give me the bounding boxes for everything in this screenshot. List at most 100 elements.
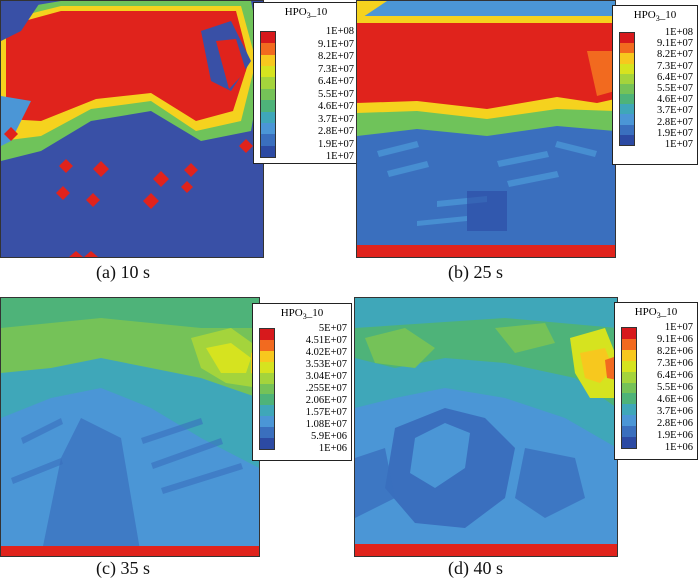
- legend-tick-label: 6.4E+07: [657, 71, 693, 83]
- legend-tick-label: 4.51E+07: [305, 335, 347, 346]
- legend-tick-label: 5.5E+07: [657, 83, 693, 94]
- legend-tick-label: 5E+07: [318, 323, 347, 334]
- color-ramp-segment: [622, 360, 636, 372]
- color-ramp-segment: [620, 33, 634, 44]
- color-ramp-segment: [620, 63, 634, 74]
- legend-tick-label: 2.06E+07: [305, 395, 347, 406]
- legend-tick-label: 7.3E+07: [657, 60, 693, 72]
- legend-tick-label: 1E+08: [325, 26, 354, 37]
- contour-field-c: [1, 298, 259, 556]
- legend-tick-label: 3.7E+07: [318, 113, 354, 125]
- legend-tick-label: 3.53E+07: [305, 359, 347, 370]
- color-ramp-segment: [261, 54, 275, 67]
- legend-title-d: HPO3_10: [634, 306, 678, 321]
- legend-tick-label: 5.5E+07: [318, 88, 354, 100]
- contour-plot-c: [0, 297, 260, 557]
- color-ramp-b: [619, 32, 635, 146]
- legend-tick-label: 1E+06: [664, 442, 693, 453]
- color-ramp-segment: [261, 100, 275, 112]
- legend-tick-label: 4.02E+07: [305, 347, 347, 358]
- contour-field-a: [1, 1, 263, 257]
- color-ramp-segment: [260, 339, 274, 351]
- legend-tick-label: 9.1E+06: [657, 334, 693, 345]
- legend-tick-label: 2.8E+06: [657, 418, 693, 429]
- caption-b: (b) 25 s: [448, 262, 503, 282]
- caption-a: (a) 10 s: [96, 262, 150, 282]
- contour-plot-d: [354, 297, 618, 557]
- legend-tick-label: 9.1E+07: [318, 38, 354, 50]
- color-ramp-d: [621, 327, 637, 449]
- legend-title-c: HPO3_10: [280, 307, 324, 322]
- color-ramp-segment: [620, 43, 634, 54]
- legend-tick-label: 2.8E+07: [318, 126, 354, 137]
- color-ramp-segment: [622, 349, 636, 361]
- legend-tick-label: 1.57E+07: [305, 407, 347, 418]
- color-ramp-segment: [261, 111, 275, 123]
- color-ramp-segment: [260, 350, 274, 362]
- color-ramp-segment: [261, 77, 275, 89]
- legend-tick-label: 1.9E+07: [657, 127, 693, 139]
- contour-plot-b: [356, 0, 616, 258]
- legend-tick-label: 1E+06: [318, 443, 347, 454]
- legend-d: HPO3_10 1E+07 9.1E+06 8.2E+06 7.3E+06 6.4E+0…: [614, 302, 698, 460]
- legend-tick-label: 1.08E+07: [305, 419, 347, 430]
- legend-tick-label: 9.1E+07: [657, 38, 693, 50]
- legend-tick-label: 3.04E+07: [305, 371, 347, 382]
- contour-plot-a: [0, 0, 264, 258]
- color-ramp-segment: [622, 393, 636, 405]
- legend-tick-label: 4.6E+06: [657, 394, 693, 405]
- color-ramp-segment: [620, 104, 634, 115]
- legend-tick-label: 1.9E+06: [657, 430, 693, 441]
- color-ramp-segment: [622, 371, 636, 383]
- legend-tick-label: 7.3E+06: [657, 358, 693, 369]
- legend-tick-label: 8.2E+07: [657, 49, 693, 61]
- legend-tick-label: 4.6E+07: [657, 94, 693, 106]
- color-ramp-segment: [261, 66, 275, 78]
- legend-tick-label: 1E+07: [325, 151, 354, 162]
- color-ramp-segment: [620, 94, 634, 105]
- color-ramp-segment: [260, 394, 274, 406]
- color-ramp-segment: [260, 372, 274, 384]
- legend-tick-label: 8.2E+07: [318, 51, 354, 62]
- legend-tick-label: 1E+07: [664, 139, 693, 150]
- legend-tick-label: 1.9E+07: [318, 138, 354, 150]
- color-ramp-segment: [620, 124, 634, 135]
- legend-b: HPO3_10 1E+08 9.1E+07 8.2E+07 7.3E+07 6.4E+0…: [612, 5, 698, 165]
- color-ramp-segment: [261, 32, 275, 44]
- color-ramp-segment: [620, 83, 634, 95]
- color-ramp-segment: [260, 416, 274, 428]
- color-ramp-segment: [261, 122, 275, 135]
- color-ramp-segment: [622, 415, 636, 427]
- legend-tick-label: 3.7E+07: [657, 105, 693, 117]
- legend-tick-label: 2.8E+07: [657, 116, 693, 128]
- color-ramp-segment: [261, 88, 275, 101]
- legend-tick-label: 1E+08: [664, 27, 693, 38]
- color-ramp-segment: [622, 338, 636, 350]
- color-ramp-segment: [620, 114, 634, 125]
- color-ramp-segment: [260, 438, 274, 449]
- legend-title-a: HPO3_10: [284, 6, 328, 21]
- contour-field-b: [357, 1, 615, 257]
- legend-tick-label: 8.2E+06: [657, 346, 693, 357]
- legend-c: HPO3_10 5E+07 4.51E+07 4.02E+07 3.53E+07 3.0…: [252, 303, 352, 461]
- legend-tick-label: .255E+07: [305, 383, 347, 394]
- legend-tick-label: 5.5E+06: [657, 382, 693, 393]
- color-ramp-a: [260, 31, 276, 158]
- color-ramp-segment: [261, 134, 275, 146]
- color-ramp-segment: [622, 437, 636, 448]
- legend-title-b: HPO3_10: [633, 9, 677, 24]
- legend-tick-label: 3.7E+06: [657, 406, 693, 417]
- legend-tick-label: 4.6E+07: [318, 101, 354, 112]
- caption-d: (d) 40 s: [448, 558, 503, 578]
- color-ramp-segment: [260, 329, 274, 340]
- color-ramp-segment: [622, 426, 636, 438]
- color-ramp-segment: [260, 405, 274, 417]
- legend-tick-label: 1E+07: [664, 322, 693, 333]
- color-ramp-segment: [622, 404, 636, 416]
- color-ramp-segment: [261, 43, 275, 55]
- color-ramp-segment: [260, 427, 274, 439]
- legend-tick-label: 7.3E+07: [318, 63, 354, 75]
- legend-tick-label: 5.9E+06: [311, 431, 347, 442]
- color-ramp-segment: [260, 361, 274, 373]
- color-ramp-segment: [622, 328, 636, 339]
